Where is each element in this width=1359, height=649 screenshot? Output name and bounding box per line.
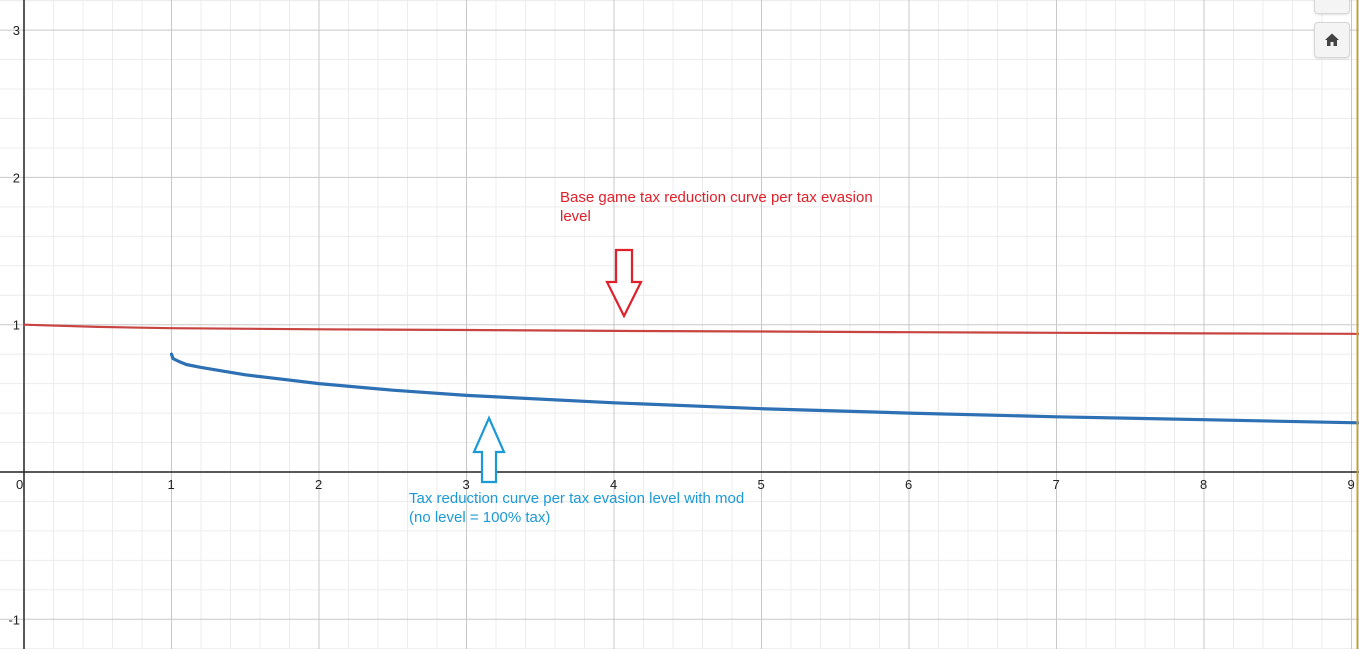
x-tick-label: 4: [610, 477, 617, 492]
series-layer: [22, 323, 1359, 425]
blue-up-arrow: [472, 415, 506, 484]
y-tick-label: 2: [13, 170, 20, 185]
y-tick-label: -1: [8, 612, 20, 627]
x-tick-label: 2: [315, 477, 322, 492]
x-tick-label: 3: [463, 477, 470, 492]
x-tick-label: 9: [1348, 477, 1355, 492]
base-game-annotation: Base game tax reduction curve per tax ev…: [560, 189, 873, 225]
y-tick-label: 3: [13, 23, 20, 38]
x-tick-label: 7: [1053, 477, 1060, 492]
base-game-curve: [22, 323, 1359, 336]
x-tick-label: 6: [905, 477, 912, 492]
zoom-control-button[interactable]: [1314, 0, 1350, 14]
annotation-arrows: [472, 248, 643, 484]
x-tick-label: 5: [758, 477, 765, 492]
x-tick-label: 1: [168, 477, 175, 492]
mod-annotation: Tax reduction curve per tax evasion leve…: [409, 490, 745, 526]
x-tick-label: 0: [16, 477, 23, 492]
mod-curve: [169, 352, 1359, 425]
x-tick-labels: 0 1 2 3 4 5 6 7 8 9: [16, 477, 1355, 492]
y-tick-labels: 3 2 1 -1: [8, 23, 20, 627]
x-tick-label: 8: [1200, 477, 1207, 492]
red-down-arrow: [605, 248, 643, 319]
y-tick-label: 1: [13, 318, 20, 333]
home-button[interactable]: [1314, 22, 1350, 58]
home-icon: [1325, 33, 1339, 46]
